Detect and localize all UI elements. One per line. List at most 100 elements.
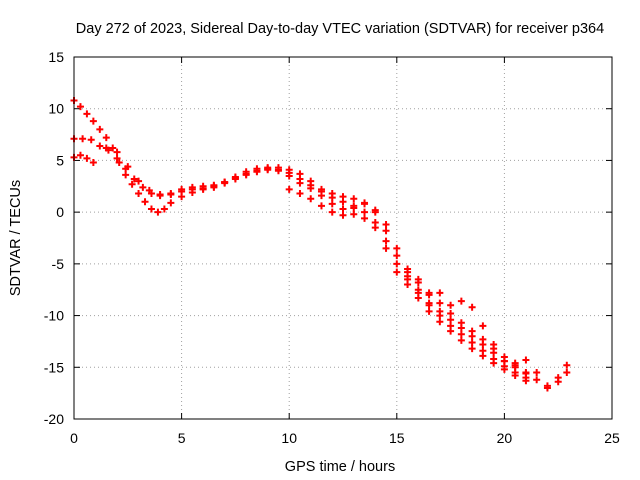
- data-point: [468, 338, 476, 346]
- data-point: [274, 166, 282, 174]
- data-point: [350, 204, 358, 212]
- data-point: [160, 205, 168, 213]
- x-tick-label: 25: [604, 430, 620, 446]
- x-tick-label: 15: [389, 430, 405, 446]
- data-point: [113, 154, 121, 162]
- data-point: [328, 208, 336, 216]
- data-point: [156, 191, 164, 199]
- data-point: [447, 301, 455, 309]
- data-point: [96, 125, 104, 133]
- data-point: [122, 171, 130, 179]
- data-point: [124, 163, 132, 171]
- data-point: [382, 244, 390, 252]
- data-point: [533, 368, 541, 376]
- data-point: [115, 158, 123, 166]
- data-point: [436, 299, 444, 307]
- y-tick-label: 0: [56, 204, 64, 220]
- data-point: [76, 103, 84, 111]
- data-points: [70, 96, 571, 392]
- data-point: [414, 294, 422, 302]
- data-point: [96, 142, 104, 150]
- data-point: [371, 224, 379, 232]
- data-point: [328, 200, 336, 208]
- data-point: [457, 324, 465, 332]
- data-point: [231, 174, 239, 182]
- data-point: [436, 289, 444, 297]
- data-point: [339, 211, 347, 219]
- data-point: [371, 206, 379, 214]
- data-point: [139, 183, 147, 191]
- data-point: [307, 195, 315, 203]
- data-point: [393, 260, 401, 268]
- data-point: [479, 322, 487, 330]
- data-point: [135, 177, 143, 185]
- data-point: [447, 310, 455, 318]
- data-point: [296, 190, 304, 198]
- data-point: [210, 181, 218, 189]
- y-tick-label: 15: [48, 49, 64, 65]
- chart-title: Day 272 of 2023, Sidereal Day-to-day VTE…: [76, 21, 604, 37]
- data-point: [361, 200, 369, 208]
- data-point: [130, 175, 138, 183]
- data-point: [479, 352, 487, 360]
- data-point: [511, 359, 519, 367]
- series-track-c: [70, 144, 530, 385]
- y-tick-label: -10: [44, 308, 64, 324]
- data-point: [393, 252, 401, 260]
- data-point: [468, 345, 476, 353]
- data-point: [242, 170, 250, 178]
- y-tick-label: 10: [48, 101, 64, 117]
- x-tick-label: 20: [497, 430, 513, 446]
- data-point: [490, 359, 498, 367]
- data-point: [102, 134, 110, 142]
- series-track-e: [404, 272, 571, 392]
- data-point: [447, 327, 455, 335]
- data-point: [490, 349, 498, 357]
- data-point: [479, 341, 487, 349]
- data-point: [425, 307, 433, 315]
- data-point: [167, 190, 175, 198]
- data-point: [404, 281, 412, 289]
- data-point: [87, 136, 95, 144]
- data-point: [447, 316, 455, 324]
- data-point: [350, 195, 358, 203]
- data-point: [199, 182, 207, 190]
- data-point: [404, 272, 412, 280]
- data-point: [382, 227, 390, 235]
- x-tick-label: 0: [70, 430, 78, 446]
- data-point: [511, 372, 519, 380]
- data-point: [79, 135, 87, 143]
- data-point: [563, 368, 571, 376]
- data-point: [425, 299, 433, 307]
- data-point: [339, 205, 347, 213]
- data-point: [178, 185, 186, 193]
- data-point: [468, 303, 476, 311]
- data-point: [83, 110, 91, 118]
- data-point: [113, 148, 121, 156]
- data-point: [382, 237, 390, 245]
- data-point: [221, 178, 229, 186]
- y-axis-label: SDTVAR / TECUs: [8, 180, 24, 296]
- y-tick-label: -5: [52, 256, 65, 272]
- data-point: [543, 384, 551, 392]
- data-point: [89, 117, 97, 125]
- data-point: [393, 244, 401, 252]
- data-point: [285, 185, 293, 193]
- data-point: [393, 268, 401, 276]
- data-point: [147, 205, 155, 213]
- data-point: [167, 199, 175, 207]
- data-point: [522, 369, 530, 377]
- data-point: [285, 172, 293, 180]
- data-point: [350, 210, 358, 218]
- data-point: [109, 144, 117, 152]
- data-point: [457, 330, 465, 338]
- data-point: [307, 184, 315, 192]
- data-point: [141, 198, 149, 206]
- grid-lines: [74, 57, 612, 419]
- y-tick-label: -15: [44, 359, 64, 375]
- data-point: [533, 376, 541, 384]
- data-point: [361, 208, 369, 216]
- series-track-d: [285, 185, 571, 390]
- y-tick-label: 5: [56, 152, 64, 168]
